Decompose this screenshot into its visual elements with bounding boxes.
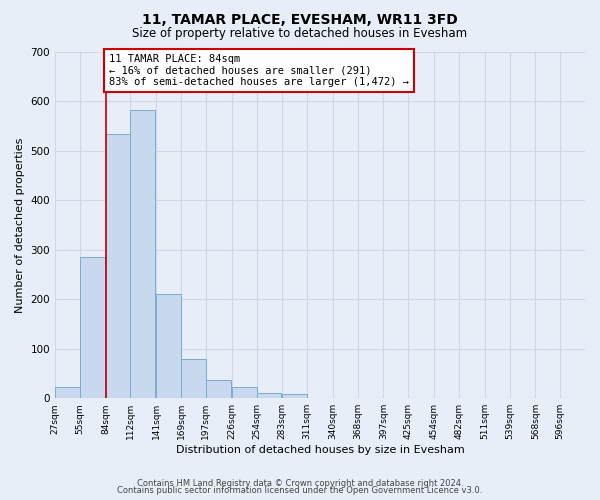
Bar: [257, 394, 281, 398]
Text: 11 TAMAR PLACE: 84sqm
← 16% of detached houses are smaller (291)
83% of semi-det: 11 TAMAR PLACE: 84sqm ← 16% of detached …: [109, 54, 409, 87]
Text: 11, TAMAR PLACE, EVESHAM, WR11 3FD: 11, TAMAR PLACE, EVESHAM, WR11 3FD: [142, 12, 458, 26]
Bar: [106, 134, 130, 398]
X-axis label: Distribution of detached houses by size in Evesham: Distribution of detached houses by size …: [176, 445, 464, 455]
Bar: [156, 294, 181, 398]
Bar: [80, 257, 105, 398]
Text: Contains HM Land Registry data © Crown copyright and database right 2024.: Contains HM Land Registry data © Crown c…: [137, 478, 463, 488]
Text: Contains public sector information licensed under the Open Government Licence v3: Contains public sector information licen…: [118, 486, 482, 495]
Bar: [55, 388, 80, 398]
Y-axis label: Number of detached properties: Number of detached properties: [15, 137, 25, 312]
Bar: [130, 110, 155, 398]
Text: Size of property relative to detached houses in Evesham: Size of property relative to detached ho…: [133, 28, 467, 40]
Bar: [206, 380, 231, 398]
Bar: [232, 388, 257, 398]
Bar: [282, 394, 307, 398]
Bar: [181, 358, 206, 398]
